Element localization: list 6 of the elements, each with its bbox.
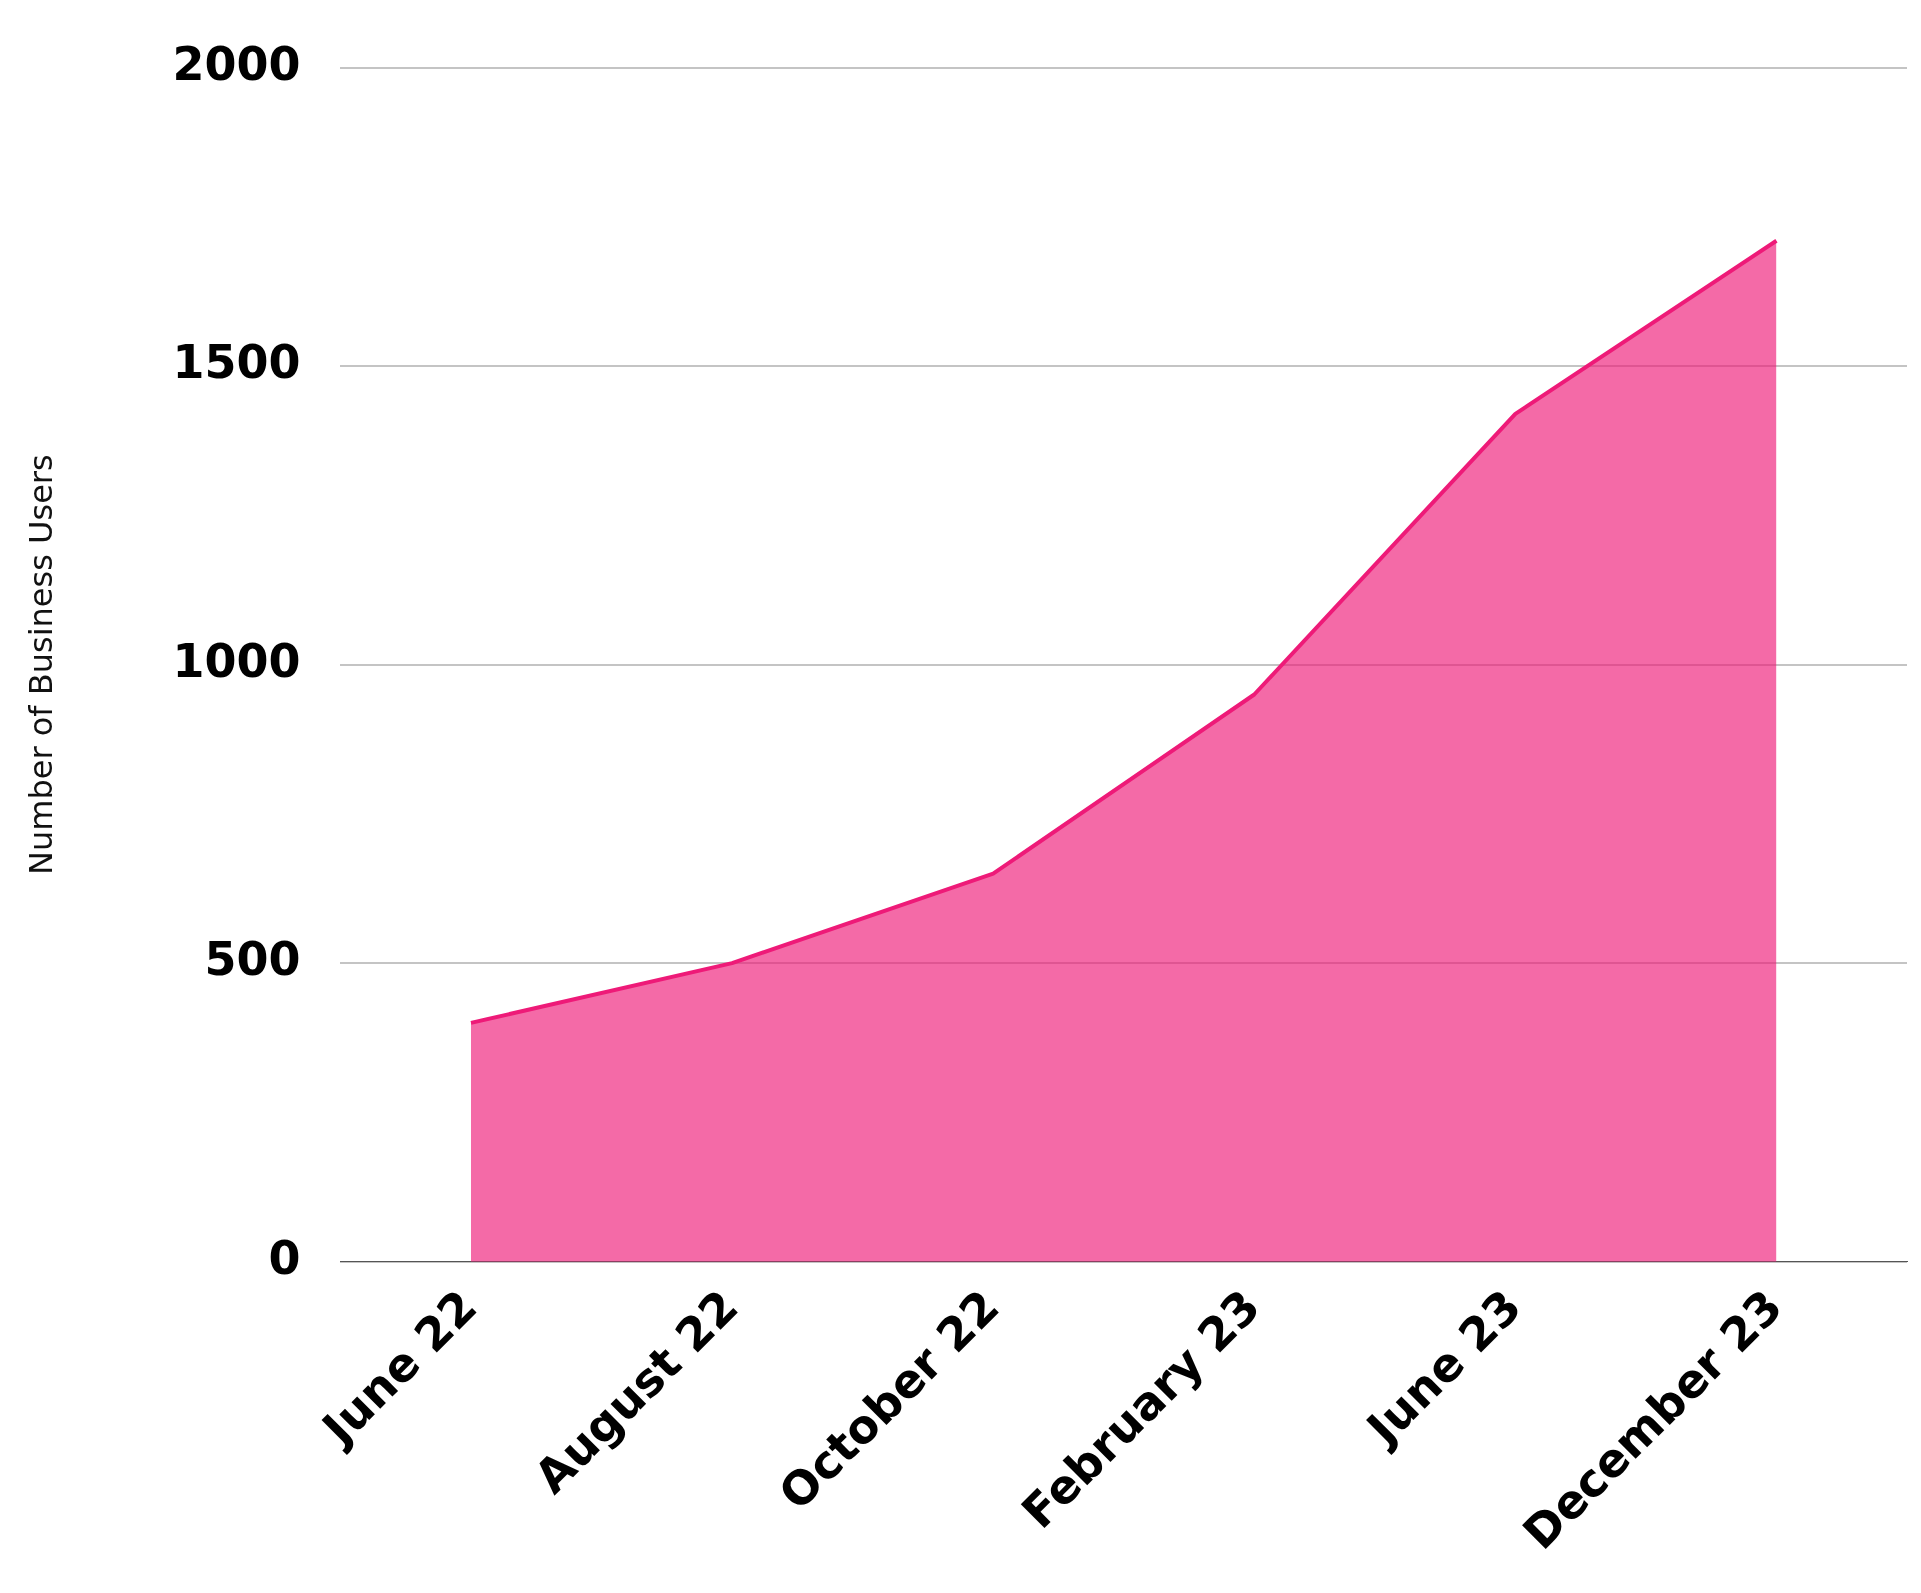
y-axis-title: Number of Business Users xyxy=(21,454,60,875)
y-tick-label: 1000 xyxy=(172,633,301,688)
y-tick-label: 0 xyxy=(268,1230,301,1285)
y-tick-label: 500 xyxy=(204,932,301,987)
y-tick-label: 2000 xyxy=(172,36,301,91)
y-tick-label: 1500 xyxy=(172,335,301,390)
